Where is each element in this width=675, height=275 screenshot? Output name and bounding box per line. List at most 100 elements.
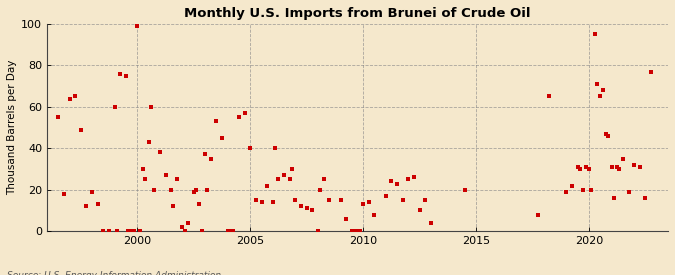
Point [104,229,115,233]
Point [146,104,157,109]
Point [143,140,154,144]
Point [200,152,211,157]
Point [640,196,651,200]
Point [183,221,194,225]
Point [313,229,323,233]
Point [301,206,312,211]
Point [138,167,148,171]
Title: Monthly U.S. Imports from Brunei of Crude Oil: Monthly U.S. Imports from Brunei of Crud… [184,7,531,20]
Point [352,229,363,233]
Point [123,229,134,233]
Point [140,177,151,182]
Point [341,216,352,221]
Point [196,229,207,233]
Point [81,204,92,208]
Point [315,188,325,192]
Point [256,200,267,204]
Point [284,177,295,182]
Point [349,229,360,233]
Point [111,229,122,233]
Point [589,32,600,37]
Point [166,188,177,192]
Point [597,88,608,92]
Point [623,189,634,194]
Point [273,177,284,182]
Point [646,69,657,74]
Point [354,229,365,233]
Point [287,167,298,171]
Point [414,208,425,213]
Point [262,183,273,188]
Point [307,208,318,213]
Point [296,204,306,208]
Point [544,94,555,99]
Point [250,198,261,202]
Point [380,194,391,198]
Point [59,192,70,196]
Point [70,94,80,99]
Point [76,127,86,132]
Point [601,131,612,136]
Point [267,200,278,204]
Point [386,179,397,184]
Point [425,221,436,225]
Point [369,212,380,217]
Point [572,165,583,169]
Point [217,136,227,140]
Point [228,229,239,233]
Point [606,165,617,169]
Point [574,167,585,171]
Point [160,173,171,177]
Point [180,229,190,233]
Point [234,115,244,119]
Point [177,225,188,229]
Point [211,119,222,123]
Point [408,175,419,180]
Point [403,177,414,182]
Point [121,73,132,78]
Point [225,229,236,233]
Point [608,196,619,200]
Point [358,202,369,207]
Point [363,200,374,204]
Point [222,229,233,233]
Point [205,156,216,161]
Point [324,198,335,202]
Point [87,189,98,194]
Point [202,188,213,192]
Point [98,229,109,233]
Point [561,189,572,194]
Point [149,188,160,192]
Point [245,146,256,150]
Point [188,189,199,194]
Point [578,188,589,192]
Point [603,134,614,138]
Point [618,156,628,161]
Point [318,177,329,182]
Text: Source: U.S. Energy Information Administration: Source: U.S. Energy Information Administ… [7,271,221,275]
Point [109,104,120,109]
Point [629,163,640,167]
Point [115,72,126,76]
Point [134,229,145,233]
Point [279,173,290,177]
Y-axis label: Thousand Barrels per Day: Thousand Barrels per Day [7,60,17,195]
Point [155,150,165,155]
Point [290,198,301,202]
Point [614,167,625,171]
Point [346,229,357,233]
Point [270,146,281,150]
Point [398,198,408,202]
Point [194,202,205,207]
Point [239,111,250,115]
Point [634,165,645,169]
Point [533,212,543,217]
Point [420,198,431,202]
Point [335,198,346,202]
Point [595,94,605,99]
Point [567,183,578,188]
Point [168,204,179,208]
Point [584,167,595,171]
Point [64,96,75,101]
Point [460,188,470,192]
